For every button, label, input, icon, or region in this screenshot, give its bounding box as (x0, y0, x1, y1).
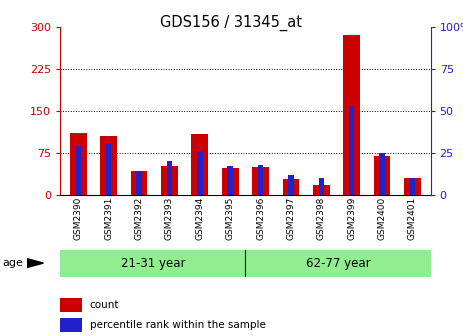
Bar (167, 161, 172, 195)
Bar (410, 178, 415, 195)
Text: 62-77 year: 62-77 year (306, 257, 370, 270)
Bar (282, 179, 299, 195)
Bar (258, 165, 263, 195)
Bar (161, 166, 178, 195)
Bar (227, 166, 233, 195)
Bar (60, 318, 82, 332)
Bar (374, 156, 390, 195)
Text: age: age (2, 258, 23, 268)
Bar (131, 171, 148, 195)
Bar (197, 151, 203, 195)
Bar (404, 178, 421, 195)
Bar (60, 298, 82, 312)
Bar (343, 35, 360, 195)
Text: percentile rank within the sample: percentile rank within the sample (90, 320, 266, 330)
Bar (319, 178, 324, 195)
Bar (137, 171, 142, 195)
Polygon shape (27, 259, 44, 267)
Bar (192, 134, 208, 195)
Bar (75, 146, 81, 195)
Bar (100, 136, 117, 195)
Text: GDS156 / 31345_at: GDS156 / 31345_at (161, 15, 302, 31)
Bar (252, 167, 269, 195)
Bar (245, 250, 431, 277)
Bar (222, 168, 238, 195)
Text: count: count (90, 300, 119, 310)
Bar (70, 133, 87, 195)
Bar (349, 106, 354, 195)
Bar (313, 185, 330, 195)
Bar (106, 143, 112, 195)
Bar (60, 250, 245, 277)
Bar (288, 175, 294, 195)
Text: 21-31 year: 21-31 year (120, 257, 185, 270)
Bar (379, 153, 385, 195)
